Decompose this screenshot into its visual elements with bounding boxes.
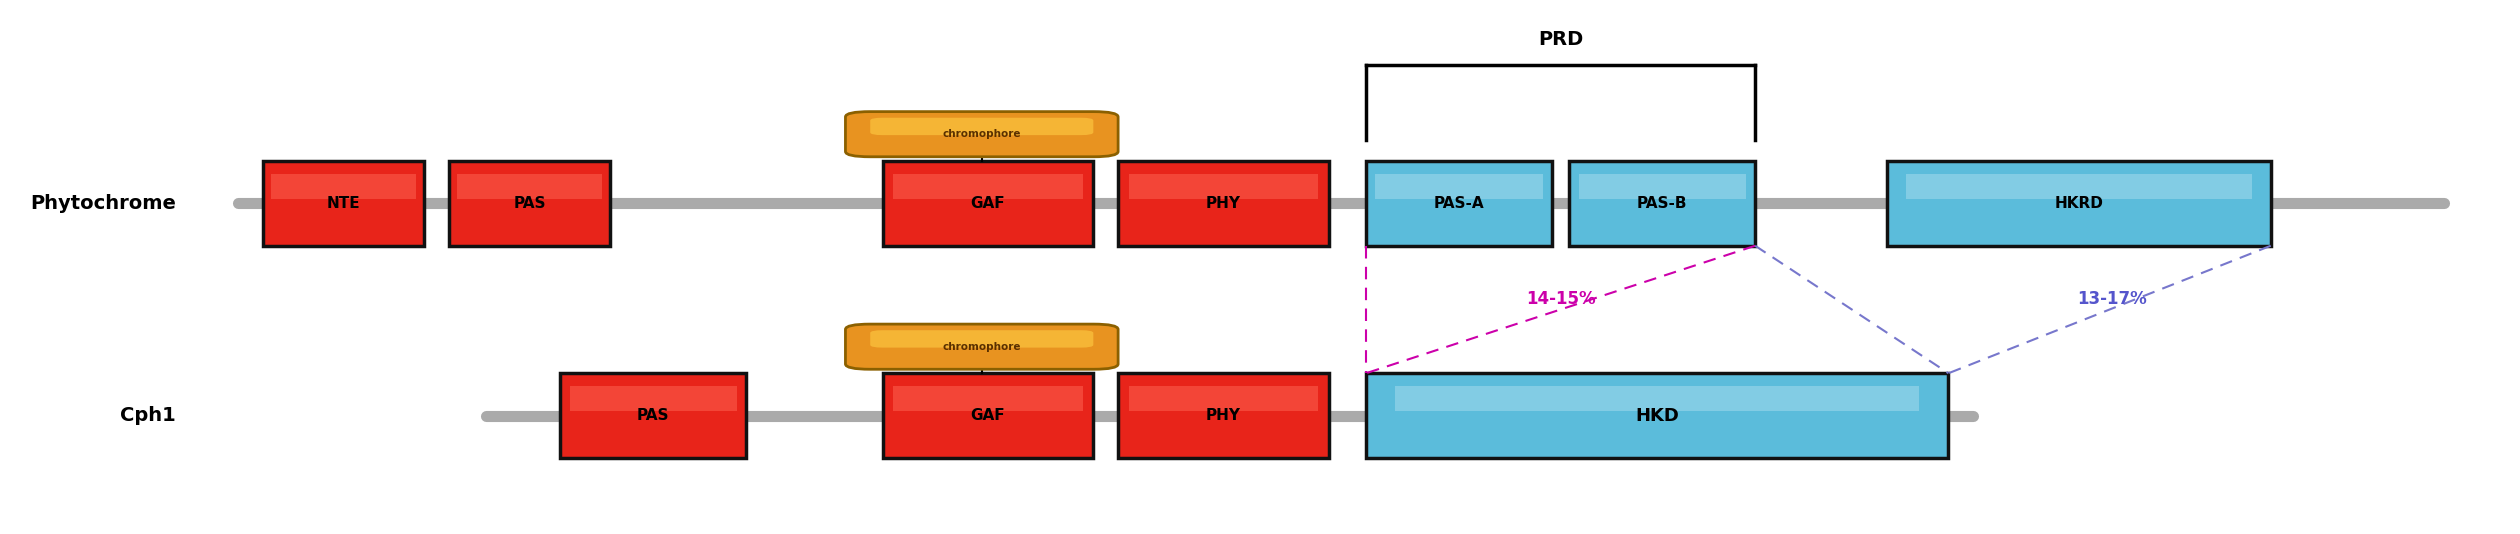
FancyBboxPatch shape xyxy=(844,324,1119,369)
FancyBboxPatch shape xyxy=(1129,174,1318,199)
FancyBboxPatch shape xyxy=(272,174,416,199)
FancyBboxPatch shape xyxy=(456,174,602,199)
FancyBboxPatch shape xyxy=(1887,161,2271,246)
Text: HKRD: HKRD xyxy=(2054,196,2104,211)
FancyBboxPatch shape xyxy=(1905,174,2250,199)
Text: chromophore: chromophore xyxy=(942,342,1021,352)
FancyBboxPatch shape xyxy=(892,386,1084,412)
FancyBboxPatch shape xyxy=(570,386,736,412)
FancyBboxPatch shape xyxy=(869,117,1094,135)
FancyBboxPatch shape xyxy=(882,161,1094,246)
FancyBboxPatch shape xyxy=(1119,161,1328,246)
FancyBboxPatch shape xyxy=(1119,373,1328,458)
FancyBboxPatch shape xyxy=(449,161,610,246)
FancyBboxPatch shape xyxy=(1578,174,1746,199)
FancyBboxPatch shape xyxy=(869,330,1094,348)
Text: chromophore: chromophore xyxy=(942,129,1021,139)
Text: PAS-B: PAS-B xyxy=(1638,196,1688,211)
Text: PAS: PAS xyxy=(514,196,547,211)
FancyBboxPatch shape xyxy=(1129,386,1318,412)
FancyBboxPatch shape xyxy=(559,373,746,458)
Text: NTE: NTE xyxy=(328,196,360,211)
Text: HKD: HKD xyxy=(1635,407,1678,425)
FancyBboxPatch shape xyxy=(844,112,1119,157)
Text: PHY: PHY xyxy=(1207,408,1240,423)
Text: PHY: PHY xyxy=(1207,196,1240,211)
FancyBboxPatch shape xyxy=(882,373,1094,458)
Text: PAS: PAS xyxy=(638,408,670,423)
Text: GAF: GAF xyxy=(970,408,1005,423)
FancyBboxPatch shape xyxy=(1366,161,1552,246)
Text: PRD: PRD xyxy=(1537,30,1583,49)
Text: GAF: GAF xyxy=(970,196,1005,211)
FancyBboxPatch shape xyxy=(1376,174,1542,199)
Text: PAS-A: PAS-A xyxy=(1434,196,1484,211)
FancyBboxPatch shape xyxy=(1570,161,1754,246)
FancyBboxPatch shape xyxy=(262,161,423,246)
Text: 13-17%: 13-17% xyxy=(2076,290,2147,308)
Text: Cph1: Cph1 xyxy=(121,406,176,425)
FancyBboxPatch shape xyxy=(1366,373,1948,458)
FancyBboxPatch shape xyxy=(1396,386,1920,412)
FancyBboxPatch shape xyxy=(892,174,1084,199)
Text: Phytochrome: Phytochrome xyxy=(30,194,176,213)
Text: 14-15%: 14-15% xyxy=(1525,290,1595,308)
